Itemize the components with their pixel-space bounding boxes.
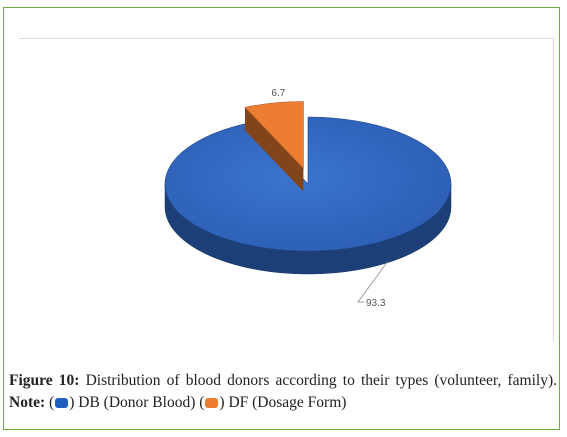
caption-label: Figure 10: [9, 372, 80, 389]
paren-close-2: ) [219, 394, 225, 411]
paren-open-1: ( [49, 394, 55, 411]
pie-chart: 93.3 6.7 [164, 88, 452, 309]
legend-swatch-db [55, 398, 69, 408]
legend-label-db: DB (Donor Blood) [78, 394, 196, 411]
leader-line-db [357, 261, 388, 303]
figure-caption: Figure 10: Distribution of blood donors … [9, 370, 557, 414]
chart-area [19, 38, 554, 341]
caption-text: Distribution of blood donors according t… [85, 372, 557, 389]
paren-close-1: ) [69, 394, 75, 411]
slice-top [244, 101, 304, 170]
legend-swatch-df [205, 398, 219, 408]
slice-top [164, 116, 452, 252]
paren-open-2: ( [199, 394, 205, 411]
pie-slice-db [164, 116, 452, 275]
caption-note-label: Note: [9, 394, 46, 411]
data-label-db: 93.3 [366, 298, 386, 309]
legend-label-df: DF (Dosage Form) [228, 394, 347, 411]
slice-cut-face [244, 107, 304, 192]
data-label-df: 6.7 [271, 88, 285, 99]
pie-slice-df [244, 101, 304, 192]
